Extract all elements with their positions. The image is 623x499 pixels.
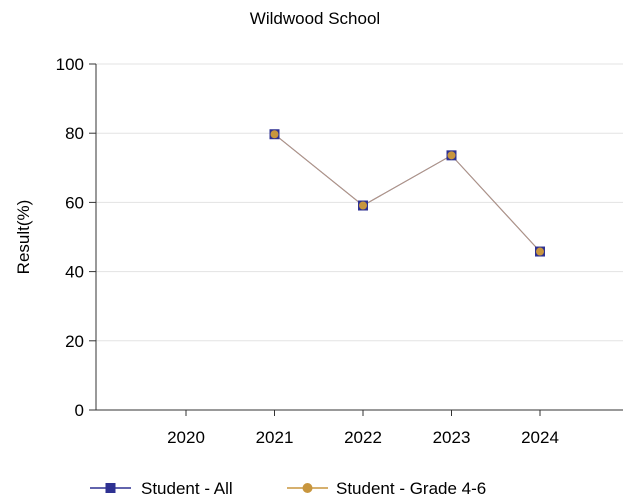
chart-title: Wildwood School	[250, 9, 380, 28]
series-2-point	[359, 201, 367, 210]
y-tick-label: 40	[65, 263, 84, 282]
series-lines	[274, 133, 541, 252]
x-tick-label: 2020	[167, 428, 205, 447]
series-line-1	[274, 133, 541, 252]
legend: Student - All Student - Grade 4-6	[90, 479, 486, 498]
legend-label-2: Student - Grade 4-6	[336, 479, 486, 498]
x-tick-label: 2024	[521, 428, 559, 447]
x-tick-label: 2023	[433, 428, 471, 447]
series-line-2	[274, 133, 541, 252]
y-ticks: 0 20 40 60 80 100	[56, 55, 96, 420]
series-markers	[269, 129, 545, 257]
y-tick-label: 100	[56, 55, 84, 74]
legend-marker-1	[105, 483, 116, 493]
x-ticks: 2020 2021 2022 2023 2024	[167, 410, 559, 447]
x-tick-label: 2021	[256, 428, 294, 447]
y-tick-label: 20	[65, 332, 84, 351]
y-tick-label: 80	[65, 124, 84, 143]
y-axis-label: Result(%)	[14, 200, 33, 275]
axes	[95, 64, 623, 411]
series-2-point	[270, 130, 279, 139]
x-tick-label: 2022	[344, 428, 382, 447]
y-tick-label: 60	[65, 193, 84, 212]
series-2-point	[447, 151, 456, 160]
series-2-point	[536, 247, 544, 256]
y-tick-label: 0	[75, 401, 84, 420]
legend-label-1: Student - All	[141, 479, 233, 498]
legend-marker-2	[302, 483, 313, 493]
